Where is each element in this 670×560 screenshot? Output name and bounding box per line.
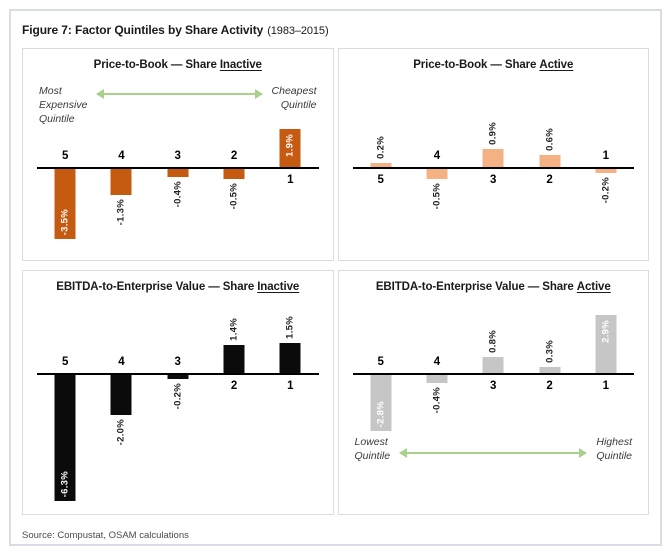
bar-quintile-5 bbox=[370, 375, 392, 431]
panel-ebitda-ev-inactive: EBITDA-to-Enterprise Value — Share Inacti… bbox=[22, 270, 334, 515]
bar-quintile-2 bbox=[539, 367, 561, 373]
panel-title-text: Price-to-Book — Share bbox=[93, 59, 217, 71]
x-axis-line bbox=[352, 167, 634, 169]
category-label: 3 bbox=[174, 356, 181, 368]
panel-title-text: EBITDA-to-Enterprise Value — Share bbox=[56, 281, 255, 293]
bar-value-label: 0.8% bbox=[487, 330, 499, 353]
figure-title: Figure 7: Factor Quintiles by Share Acti… bbox=[22, 18, 649, 37]
bar-value-label: 1.4% bbox=[228, 318, 240, 341]
bar-quintile-2 bbox=[223, 169, 245, 179]
panel-ebitda-ev-active: EBITDA-to-Enterprise Value — Share Active… bbox=[337, 270, 649, 515]
panel-title-text: Price-to-Book — Share bbox=[413, 59, 537, 71]
panel-title: Price-to-Book — Share Inactive bbox=[23, 49, 333, 77]
bar-chart: 5 -2.8% 4 -0.4% 3 0.8% 2 0.3% 1 2.9% bbox=[352, 299, 634, 514]
source-note: Source: Compustat, OSAM calculations bbox=[22, 530, 189, 541]
bar-quintile-4 bbox=[426, 375, 448, 383]
bar-quintile-2 bbox=[539, 155, 561, 167]
bar-value-label: 2.9% bbox=[600, 320, 612, 343]
bar-quintile-2 bbox=[223, 345, 245, 373]
bar-value-label: 1.5% bbox=[284, 316, 296, 339]
bar-value-label: -2.8% bbox=[375, 400, 387, 427]
category-label: 2 bbox=[230, 150, 238, 162]
bar-value-label: -0.5% bbox=[228, 183, 240, 210]
category-label: 2 bbox=[546, 380, 553, 392]
x-axis-line bbox=[352, 373, 634, 375]
panel-title-underlined: Inactive bbox=[219, 59, 262, 71]
bar-quintile-4 bbox=[110, 169, 132, 195]
category-label: 1 bbox=[602, 150, 610, 162]
bar-quintile-4 bbox=[110, 375, 132, 415]
category-label: 4 bbox=[118, 150, 125, 162]
category-label: 5 bbox=[377, 174, 384, 186]
category-label: 5 bbox=[61, 150, 69, 162]
category-label: 3 bbox=[490, 174, 497, 186]
category-label: 2 bbox=[546, 174, 553, 186]
bar-value-label: -0.2% bbox=[172, 383, 184, 410]
bar-quintile-1 bbox=[279, 129, 301, 167]
bar-value-label: -2.0% bbox=[115, 419, 127, 446]
bar-quintile-5 bbox=[54, 375, 76, 501]
figure-title-main: Figure 7: Factor Quintiles by Share Acti… bbox=[22, 23, 264, 37]
category-label: 4 bbox=[433, 150, 441, 162]
bar-value-label: -0.4% bbox=[172, 181, 184, 208]
bar-value-label: -3.5% bbox=[59, 208, 71, 235]
bar-quintile-3 bbox=[482, 149, 504, 167]
bar-quintile-4 bbox=[426, 169, 448, 179]
bar-value-label: 0.9% bbox=[487, 122, 499, 145]
bar-quintile-3 bbox=[167, 169, 189, 177]
bar-chart: 5 -6.3% 4 -2.0% 3 -0.2% 2 1.4% 1 1.5% bbox=[37, 299, 319, 514]
bar-quintile-1 bbox=[595, 315, 617, 373]
category-label: 4 bbox=[118, 356, 125, 368]
category-label: 4 bbox=[433, 356, 441, 368]
charts-grid: Price-to-Book — Share Inactive Most Expen… bbox=[22, 48, 649, 515]
category-label: 5 bbox=[61, 356, 69, 368]
bar-value-label: 0.6% bbox=[544, 128, 556, 151]
panel-title-underlined: Active bbox=[539, 59, 574, 71]
panel-title-underlined: Inactive bbox=[257, 281, 300, 293]
bar-value-label: -0.2% bbox=[600, 177, 612, 204]
bar-quintile-1 bbox=[595, 169, 617, 173]
bar-quintile-5 bbox=[54, 169, 76, 239]
x-axis-line bbox=[37, 373, 319, 375]
category-label: 1 bbox=[287, 380, 294, 392]
panel-title: EBITDA-to-Enterprise Value — Share Active bbox=[339, 271, 649, 299]
category-label: 5 bbox=[377, 356, 384, 368]
category-label: 3 bbox=[174, 150, 181, 162]
panel-title: Price-to-Book — Share Active bbox=[339, 49, 649, 77]
bar-chart: 5 -3.5% 4 -1.3% 3 -0.4% 2 -0.5% 1 1.9% bbox=[37, 77, 319, 260]
x-axis-line bbox=[37, 167, 319, 169]
figure-title-period: (1983–2015) bbox=[267, 25, 329, 37]
category-label: 1 bbox=[602, 380, 610, 392]
category-label: 1 bbox=[287, 174, 294, 186]
bar-value-label: 0.2% bbox=[375, 136, 387, 159]
bar-value-label: -6.3% bbox=[59, 470, 71, 497]
panel-title-underlined: Active bbox=[576, 281, 611, 293]
bar-chart: 5 0.2% 4 -0.5% 3 0.9% 2 0.6% 1 -0.2% bbox=[352, 77, 634, 260]
bar-quintile-5 bbox=[370, 163, 392, 167]
bar-quintile-1 bbox=[279, 343, 301, 373]
category-label: 3 bbox=[490, 380, 497, 392]
panel-price-to-book-active: Price-to-Book — Share Active 5 0.2% 4 -0.5% 3… bbox=[337, 48, 649, 261]
panel-title-text: EBITDA-to-Enterprise Value — Share bbox=[375, 281, 574, 293]
bar-value-label: -0.5% bbox=[431, 183, 443, 210]
panel-title: EBITDA-to-Enterprise Value — Share Inacti… bbox=[23, 271, 333, 299]
bar-quintile-3 bbox=[482, 357, 504, 373]
bar-value-label: 1.9% bbox=[284, 134, 296, 157]
bar-value-label: -1.3% bbox=[115, 199, 127, 226]
panel-price-to-book-inactive: Price-to-Book — Share Inactive Most Expen… bbox=[22, 48, 334, 261]
bar-value-label: -0.4% bbox=[431, 387, 443, 414]
figure-container: Figure 7: Factor Quintiles by Share Acti… bbox=[9, 9, 662, 546]
bar-value-label: 0.3% bbox=[544, 340, 556, 363]
category-label: 2 bbox=[230, 380, 238, 392]
bar-quintile-3 bbox=[167, 375, 189, 379]
